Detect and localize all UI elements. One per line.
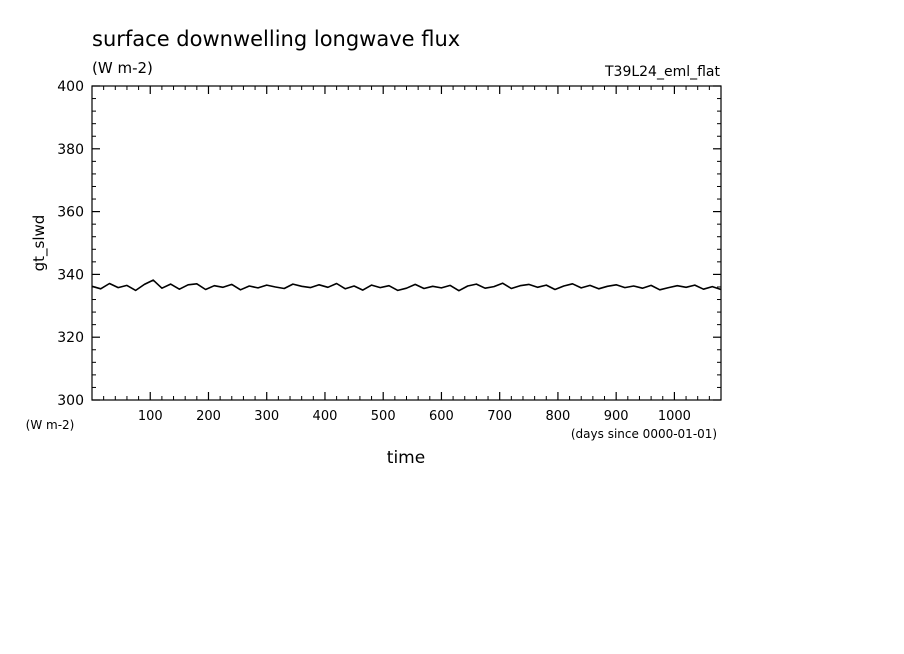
plot-frame <box>91 85 722 401</box>
x-tick-label: 200 <box>196 409 221 424</box>
chart-title: surface downwelling longwave flux <box>92 27 460 51</box>
series-layer <box>91 279 722 292</box>
axis-ticks <box>92 85 721 401</box>
series-line-0 <box>91 279 722 292</box>
x-tick-label: 500 <box>371 409 396 424</box>
x-tick-label: 300 <box>254 409 279 424</box>
x-tick-label: 800 <box>546 409 571 424</box>
y-tick-label: 340 <box>57 267 84 283</box>
y-tick-label: 300 <box>57 393 84 409</box>
x-tick-label: 1000 <box>658 409 691 424</box>
x-tick-label: 900 <box>604 409 629 424</box>
y-tick-label: 380 <box>57 142 84 158</box>
y-axis-label: gt_slwd <box>30 215 49 272</box>
x-tick-label: 100 <box>138 409 163 424</box>
x-tick-label: 600 <box>429 409 454 424</box>
x-tick-label: 700 <box>487 409 512 424</box>
tick-labels: 300 320 340 360 380 400 100 200 300 400 500 600 700 8… <box>57 79 691 424</box>
x-axis-unit: (days since 0000-01-01) <box>571 427 717 441</box>
chart-subtitle-unit: (W m-2) <box>92 59 153 77</box>
y-axis-unit: (W m-2) <box>26 418 75 432</box>
y-tick-label: 320 <box>57 330 84 346</box>
y-tick-label: 400 <box>57 79 84 95</box>
x-axis-label: time <box>387 448 425 468</box>
run-label: T39L24_eml_flat <box>604 64 721 80</box>
y-tick-label: 360 <box>57 205 84 221</box>
x-tick-label: 400 <box>313 409 338 424</box>
